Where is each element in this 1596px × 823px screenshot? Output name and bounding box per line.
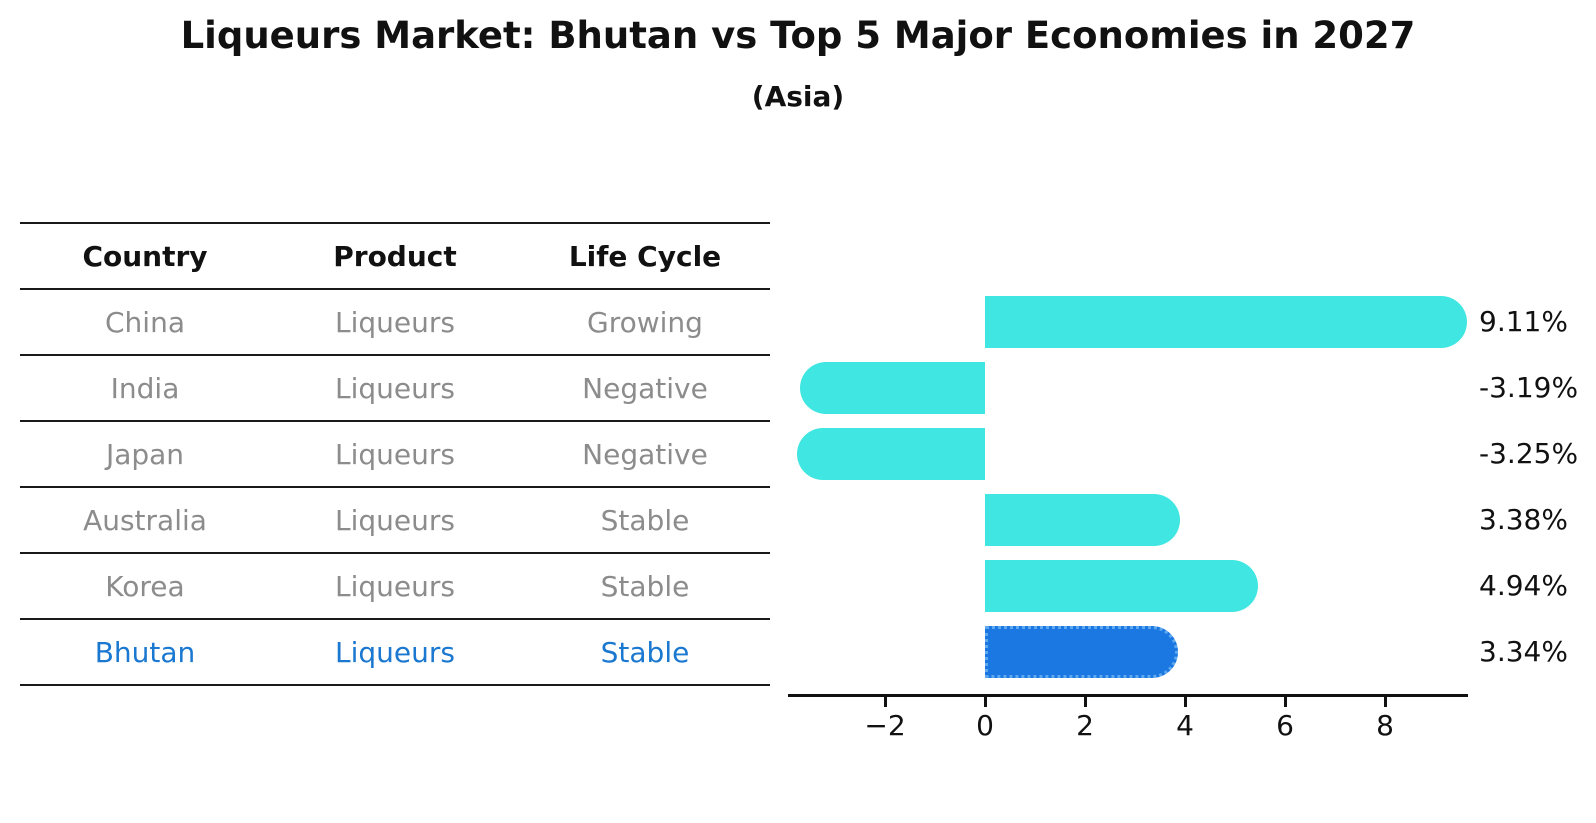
table-header-row: Country Product Life Cycle xyxy=(20,224,770,290)
cell-country: Korea xyxy=(105,569,185,603)
column-header-life-cycle: Life Cycle xyxy=(568,239,722,273)
table-row-korea: Korea Liqueurs Stable xyxy=(20,554,770,620)
cell-life-cycle: Negative xyxy=(582,371,708,405)
table-row-australia: Australia Liqueurs Stable xyxy=(20,488,770,554)
column-header-product: Product xyxy=(333,239,457,273)
cell-life-cycle: Growing xyxy=(587,305,703,339)
x-axis-tick-label: 6 xyxy=(1276,709,1294,742)
x-axis-tick-mark xyxy=(1184,697,1187,707)
x-axis-tick-label: 0 xyxy=(976,709,994,742)
cell-country: China xyxy=(105,305,185,339)
bar-china xyxy=(985,296,1467,348)
value-label-japan: -3.25% xyxy=(1479,437,1579,470)
x-axis-tick-label: −2 xyxy=(864,709,906,742)
cell-country: Japan xyxy=(105,437,185,471)
cell-product: Liqueurs xyxy=(335,437,455,471)
value-label-india: -3.19% xyxy=(1479,371,1579,404)
bar-japan xyxy=(796,428,985,480)
value-label-china: 9.11% xyxy=(1479,305,1568,338)
value-label-bhutan: 3.34% xyxy=(1479,635,1568,668)
cell-product: Liqueurs xyxy=(335,305,455,339)
x-axis-tick-label: 8 xyxy=(1376,709,1394,742)
cell-life-cycle: Stable xyxy=(600,569,690,603)
bar-korea xyxy=(985,560,1258,612)
x-axis-tick-label: 2 xyxy=(1076,709,1094,742)
column-header-country: Country xyxy=(82,239,208,273)
comparison-table: Country Product Life Cycle China Liqueurs… xyxy=(20,222,770,686)
cell-life-cycle: Stable xyxy=(600,503,690,537)
cell-product: Liqueurs xyxy=(335,635,455,669)
cell-country: India xyxy=(110,371,180,405)
cell-country: Australia xyxy=(83,503,207,537)
x-axis-tick-mark xyxy=(1084,697,1087,707)
cell-country: Bhutan xyxy=(94,635,196,669)
x-axis-tick-mark xyxy=(1384,697,1387,707)
cell-product: Liqueurs xyxy=(335,371,455,405)
bar-india xyxy=(799,362,985,414)
table-row-bhutan: Bhutan Liqueurs Stable xyxy=(20,620,770,686)
cell-life-cycle: Negative xyxy=(582,437,708,471)
cell-product: Liqueurs xyxy=(335,569,455,603)
bar-bhutan xyxy=(985,626,1178,678)
x-axis-line xyxy=(788,694,1468,697)
table-row-india: India Liqueurs Negative xyxy=(20,356,770,422)
bar-australia xyxy=(985,494,1180,546)
value-label-australia: 3.38% xyxy=(1479,503,1568,536)
x-axis-tick-label: 4 xyxy=(1176,709,1194,742)
table-row-china: China Liqueurs Growing xyxy=(20,290,770,356)
value-label-korea: 4.94% xyxy=(1479,569,1568,602)
cell-product: Liqueurs xyxy=(335,503,455,537)
x-axis-tick-mark xyxy=(884,697,887,707)
chart-subtitle: (Asia) xyxy=(751,80,845,113)
x-axis-tick-mark xyxy=(984,697,987,707)
x-axis-tick-mark xyxy=(1284,697,1287,707)
table-row-japan: Japan Liqueurs Negative xyxy=(20,422,770,488)
chart-title: Liqueurs Market: Bhutan vs Top 5 Major E… xyxy=(180,14,1416,57)
cell-life-cycle: Stable xyxy=(600,635,690,669)
